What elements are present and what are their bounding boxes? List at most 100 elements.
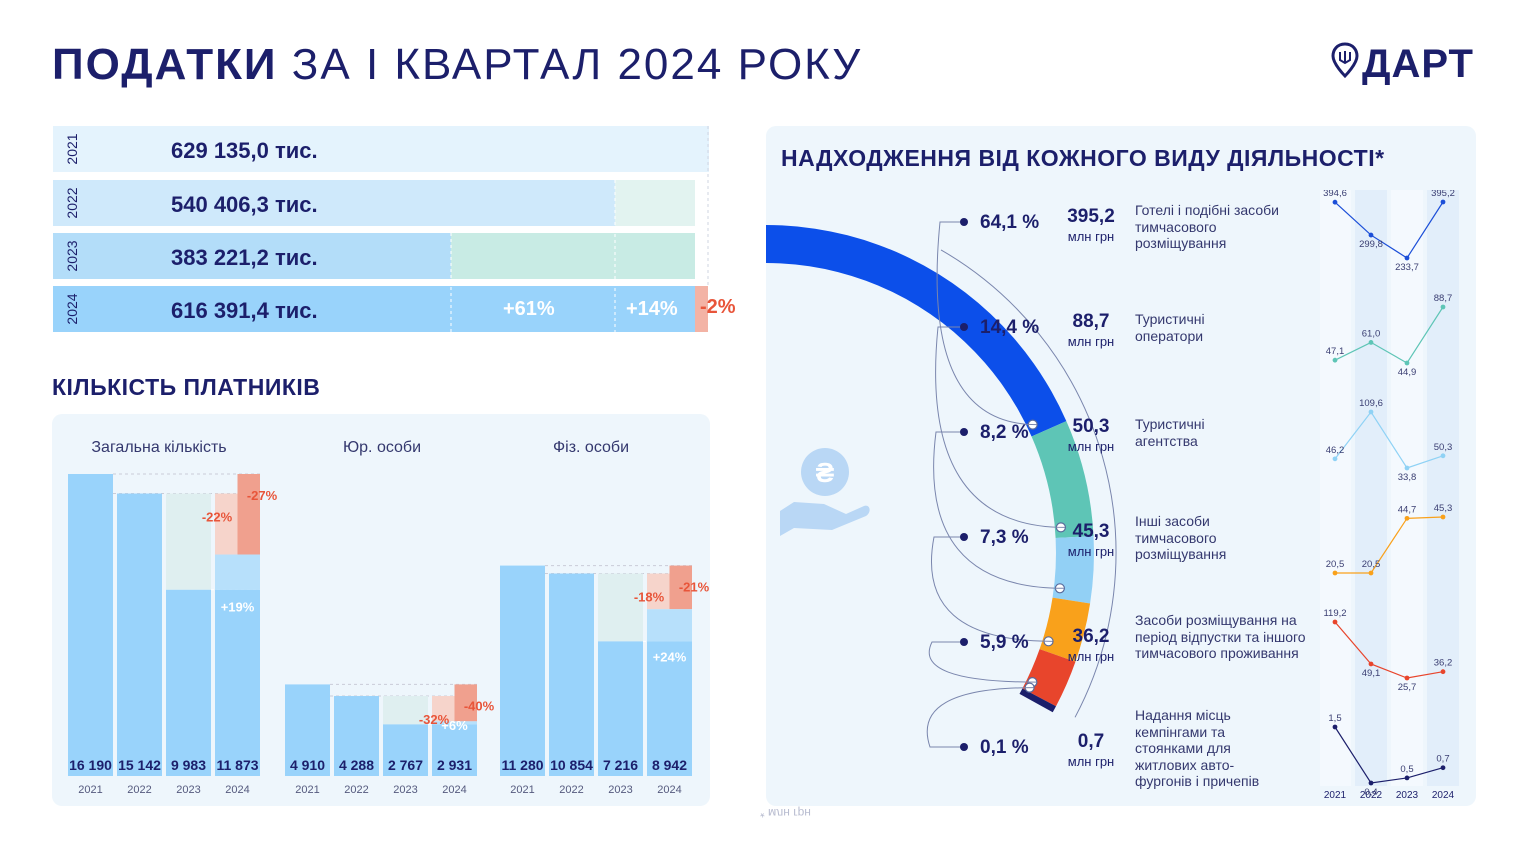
sparkline-point bbox=[1332, 357, 1338, 363]
growth-label: +6% bbox=[441, 718, 468, 733]
year-tick-label: 2021 bbox=[1324, 790, 1347, 801]
activity-amount: 0,7 bbox=[1077, 731, 1105, 752]
sparkline-point bbox=[1404, 775, 1410, 781]
donut-segment bbox=[766, 225, 1067, 437]
sparkline-point bbox=[1440, 304, 1446, 310]
revenue-value: 616 391,4 тис. bbox=[171, 298, 318, 323]
sparkline-point bbox=[1368, 661, 1374, 667]
sparkline-point bbox=[1404, 675, 1410, 681]
year-tick-label: 2024 bbox=[442, 784, 466, 796]
logo: ДАРТ bbox=[1330, 38, 1490, 94]
payer-bar bbox=[215, 589, 260, 776]
change-vs-2021: -2% bbox=[700, 296, 736, 318]
decline-label: -40% bbox=[464, 698, 495, 713]
revenue-row-2024: 2024 616 391,4 тис. +61% +14% bbox=[53, 286, 708, 332]
sparkline-point bbox=[1368, 570, 1374, 576]
sparkline-point bbox=[1332, 570, 1338, 576]
sparkline-value-label: 44,9 bbox=[1398, 367, 1417, 378]
decline-box bbox=[215, 493, 238, 555]
decline-label: -21% bbox=[679, 580, 710, 595]
sparkline-point bbox=[1368, 409, 1374, 415]
revenue-bar bbox=[53, 233, 451, 279]
activity-unit: млн грн bbox=[1067, 649, 1115, 664]
sparkline-value-label: 49,1 bbox=[1362, 668, 1381, 679]
connector-bullet bbox=[960, 323, 968, 331]
payer-bar bbox=[334, 696, 379, 776]
activity-pct: 7,3 % bbox=[980, 527, 1029, 548]
sparkline-value-label: 0,4 bbox=[1364, 787, 1377, 798]
sparkline-point bbox=[1440, 514, 1446, 520]
payer-value-label: 15 142 bbox=[118, 757, 161, 773]
sparkline-value-label: 0,7 bbox=[1436, 754, 1449, 765]
sparkline-point bbox=[1368, 232, 1374, 238]
trend-sparklines: 2021 2022 2023 2024 394,6 299,8 233,7 395,2 47,1… bbox=[1320, 190, 1459, 801]
activity-item-hotels: 64,1 % 395,2 млн грн Готелі і подібні за… bbox=[980, 202, 1320, 302]
activity-item-tour-operators: 14,4 % 88,7 млн грн Туристичні оператори bbox=[980, 311, 1320, 407]
bracket-arc bbox=[940, 249, 1117, 718]
connector-line bbox=[933, 431, 1064, 589]
payer-value-label: 2 767 bbox=[388, 757, 423, 773]
connector-line bbox=[928, 641, 1037, 683]
payers-chart: Загальна кількість 16 190 2021 15 142 2022 9 … bbox=[68, 439, 710, 796]
activities-donut: ₴ bbox=[766, 218, 1117, 751]
payer-value-label: 8 942 bbox=[652, 757, 687, 773]
payer-value-label: 10 854 bbox=[550, 757, 593, 773]
page-title: ПОДАТКИ ЗА І КВАРТАЛ 2024 РОКУ bbox=[52, 40, 862, 90]
sparkline-point bbox=[1368, 340, 1374, 345]
sparkline-value-label: 20,5 bbox=[1326, 559, 1345, 570]
growth-box bbox=[215, 554, 260, 590]
column-band bbox=[1427, 190, 1459, 786]
group-label: Юр. особи bbox=[343, 439, 421, 456]
title-bold: ПОДАТКИ bbox=[52, 40, 278, 89]
change-vs-2022: +14% bbox=[626, 298, 678, 320]
decline-label: -32% bbox=[419, 712, 450, 727]
growth-box bbox=[432, 721, 477, 725]
revenue-value: 383 221,2 тис. bbox=[171, 245, 318, 270]
year-tick-label: 2024 bbox=[657, 784, 681, 796]
activity-amount: 88,7 bbox=[1072, 311, 1110, 332]
activity-desc: Туристичні оператори bbox=[1135, 311, 1205, 344]
activity-amount: 45,3 bbox=[1072, 521, 1110, 542]
sparkline-value-label: 47,1 bbox=[1326, 346, 1345, 357]
payer-bar bbox=[68, 474, 113, 776]
sparkline-value-label: 395,2 bbox=[1431, 190, 1455, 199]
payer-bar bbox=[549, 573, 594, 776]
donut-segment bbox=[1019, 688, 1056, 713]
sparkline-point bbox=[1332, 199, 1338, 205]
decline-label: -22% bbox=[202, 510, 233, 525]
connector-line bbox=[936, 221, 1037, 426]
logo-text: ДАРТ bbox=[1362, 42, 1474, 86]
payer-value-label: 4 910 bbox=[290, 757, 325, 773]
growth-label: +19% bbox=[221, 599, 255, 614]
sparkline-value-label: 394,6 bbox=[1323, 190, 1347, 199]
decline-label: -18% bbox=[634, 590, 665, 605]
sparkline bbox=[1334, 621, 1444, 679]
column-band bbox=[1391, 190, 1423, 786]
activity-item-holiday-accommodation: 5,9 % 36,2 млн грн Засоби розміщування н… bbox=[980, 612, 1320, 722]
year-tick-label: 2023 bbox=[608, 784, 632, 796]
sparkline bbox=[1334, 410, 1444, 469]
activity-pct: 8,2 % bbox=[980, 422, 1029, 443]
activity-desc: Надання місць кемпінгами та стоянками дл… bbox=[1135, 707, 1260, 789]
sparkline-value-label: 233,7 bbox=[1395, 262, 1419, 273]
activity-pct: 5,9 % bbox=[980, 632, 1029, 653]
diff-box bbox=[598, 573, 643, 642]
payer-value-label: 16 190 bbox=[69, 757, 112, 773]
sparkline bbox=[1334, 726, 1444, 784]
connector-bullet bbox=[960, 428, 968, 436]
sparkline bbox=[1334, 201, 1444, 259]
payer-value-label: 9 983 bbox=[171, 757, 206, 773]
payer-bar bbox=[647, 641, 692, 776]
sparkline bbox=[1335, 516, 1444, 574]
year-tick-label: 2023 bbox=[176, 784, 200, 796]
activity-item-other-accommodation: 7,3 % 45,3 млн грн Інші засоби тимчасово… bbox=[980, 513, 1320, 617]
activity-unit: млн грн bbox=[1067, 334, 1115, 349]
sparkline-point bbox=[1440, 669, 1446, 675]
payer-value-label: 4 288 bbox=[339, 757, 374, 773]
sparkline-value-label: 25,7 bbox=[1398, 682, 1417, 693]
payer-bar bbox=[500, 565, 545, 776]
diff-box bbox=[383, 696, 428, 725]
activity-desc: Інші засоби тимчасового розміщування bbox=[1135, 513, 1227, 562]
donut-segment bbox=[1031, 421, 1094, 539]
activity-desc: Туристичні агентства bbox=[1135, 416, 1205, 449]
